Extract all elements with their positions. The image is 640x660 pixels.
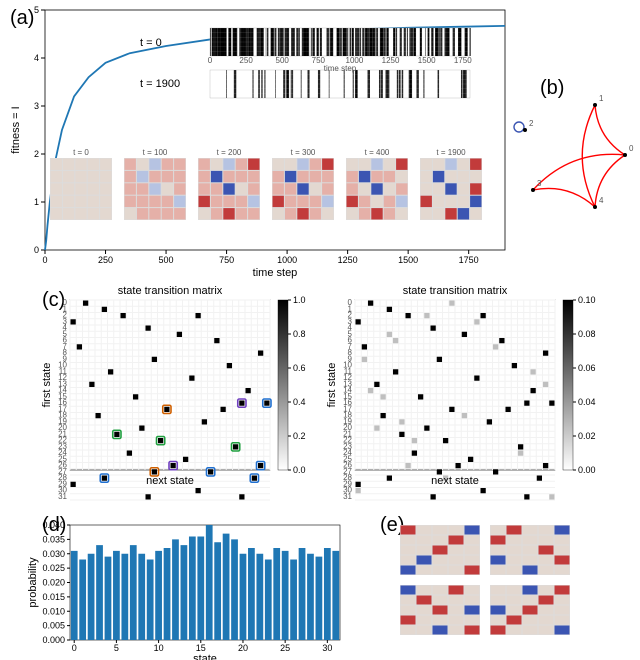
svg-text:31: 31: [343, 492, 352, 501]
svg-text:3: 3: [537, 179, 542, 188]
svg-text:20: 20: [238, 643, 248, 653]
svg-text:250: 250: [98, 255, 113, 265]
svg-text:0.000: 0.000: [42, 635, 65, 645]
svg-text:1500: 1500: [418, 56, 436, 65]
svg-text:0.015: 0.015: [42, 592, 65, 602]
svg-text:500: 500: [159, 255, 174, 265]
svg-text:0.035: 0.035: [42, 534, 65, 544]
svg-text:state transition matrix: state transition matrix: [118, 285, 223, 297]
svg-text:state transition matrix: state transition matrix: [403, 285, 508, 297]
svg-text:0.040: 0.040: [42, 520, 65, 530]
svg-text:5: 5: [34, 5, 39, 15]
svg-text:first state: first state: [41, 363, 53, 408]
svg-text:t = 0: t = 0: [140, 37, 162, 49]
svg-text:3: 3: [34, 101, 39, 111]
svg-text:(a): (a): [10, 7, 34, 29]
svg-text:31: 31: [58, 492, 67, 501]
svg-text:first state: first state: [326, 363, 338, 408]
svg-text:1750: 1750: [459, 255, 479, 265]
svg-text:5: 5: [114, 643, 119, 653]
svg-text:15: 15: [196, 643, 206, 653]
svg-text:0.4: 0.4: [293, 397, 306, 407]
svg-text:1250: 1250: [338, 255, 358, 265]
svg-text:t = 1900: t = 1900: [436, 148, 466, 157]
svg-text:25: 25: [280, 643, 290, 653]
svg-text:0: 0: [34, 245, 39, 255]
svg-text:1: 1: [34, 197, 39, 207]
svg-text:1500: 1500: [398, 255, 418, 265]
svg-text:0.6: 0.6: [293, 363, 306, 373]
svg-text:t = 100: t = 100: [143, 148, 168, 157]
svg-text:1000: 1000: [277, 255, 297, 265]
svg-text:1: 1: [599, 94, 604, 103]
svg-text:next state: next state: [146, 475, 194, 487]
svg-text:0: 0: [208, 56, 213, 65]
svg-text:t = 300: t = 300: [291, 148, 316, 157]
svg-text:time step: time step: [253, 267, 298, 279]
svg-text:probability: probability: [27, 557, 39, 608]
svg-text:t = 400: t = 400: [365, 148, 390, 157]
svg-text:0.010: 0.010: [42, 606, 65, 616]
svg-text:10: 10: [154, 643, 164, 653]
svg-text:500: 500: [276, 56, 290, 65]
svg-text:0.06: 0.06: [578, 363, 596, 373]
svg-text:0.025: 0.025: [42, 563, 65, 573]
svg-text:750: 750: [219, 255, 234, 265]
svg-text:0: 0: [629, 144, 634, 153]
svg-text:0.005: 0.005: [42, 621, 65, 631]
svg-text:time step: time step: [324, 64, 357, 73]
svg-text:30: 30: [322, 643, 332, 653]
svg-text:4: 4: [34, 53, 39, 63]
svg-text:1250: 1250: [382, 56, 400, 65]
svg-text:next state: next state: [431, 475, 479, 487]
svg-text:t = 0: t = 0: [73, 148, 89, 157]
svg-text:2: 2: [529, 119, 534, 128]
svg-text:1750: 1750: [454, 56, 472, 65]
svg-text:250: 250: [239, 56, 253, 65]
svg-text:0.08: 0.08: [578, 329, 596, 339]
svg-text:0.8: 0.8: [293, 329, 306, 339]
svg-text:(b): (b): [540, 77, 564, 99]
svg-text:0.04: 0.04: [578, 397, 596, 407]
svg-text:0.0: 0.0: [293, 465, 306, 475]
svg-text:0: 0: [72, 643, 77, 653]
svg-text:state: state: [193, 653, 217, 660]
svg-text:0.020: 0.020: [42, 578, 65, 588]
svg-text:t = 200: t = 200: [217, 148, 242, 157]
svg-text:4: 4: [599, 196, 604, 205]
svg-text:0.00: 0.00: [578, 465, 596, 475]
svg-text:fitness = I: fitness = I: [10, 106, 22, 153]
svg-text:t = 1900: t = 1900: [140, 78, 180, 90]
svg-text:1.0: 1.0: [293, 295, 306, 305]
svg-text:2: 2: [34, 149, 39, 159]
svg-text:0: 0: [42, 255, 47, 265]
svg-text:0.10: 0.10: [578, 295, 596, 305]
svg-text:0.2: 0.2: [293, 431, 306, 441]
svg-text:0.030: 0.030: [42, 549, 65, 559]
svg-text:0.02: 0.02: [578, 431, 596, 441]
